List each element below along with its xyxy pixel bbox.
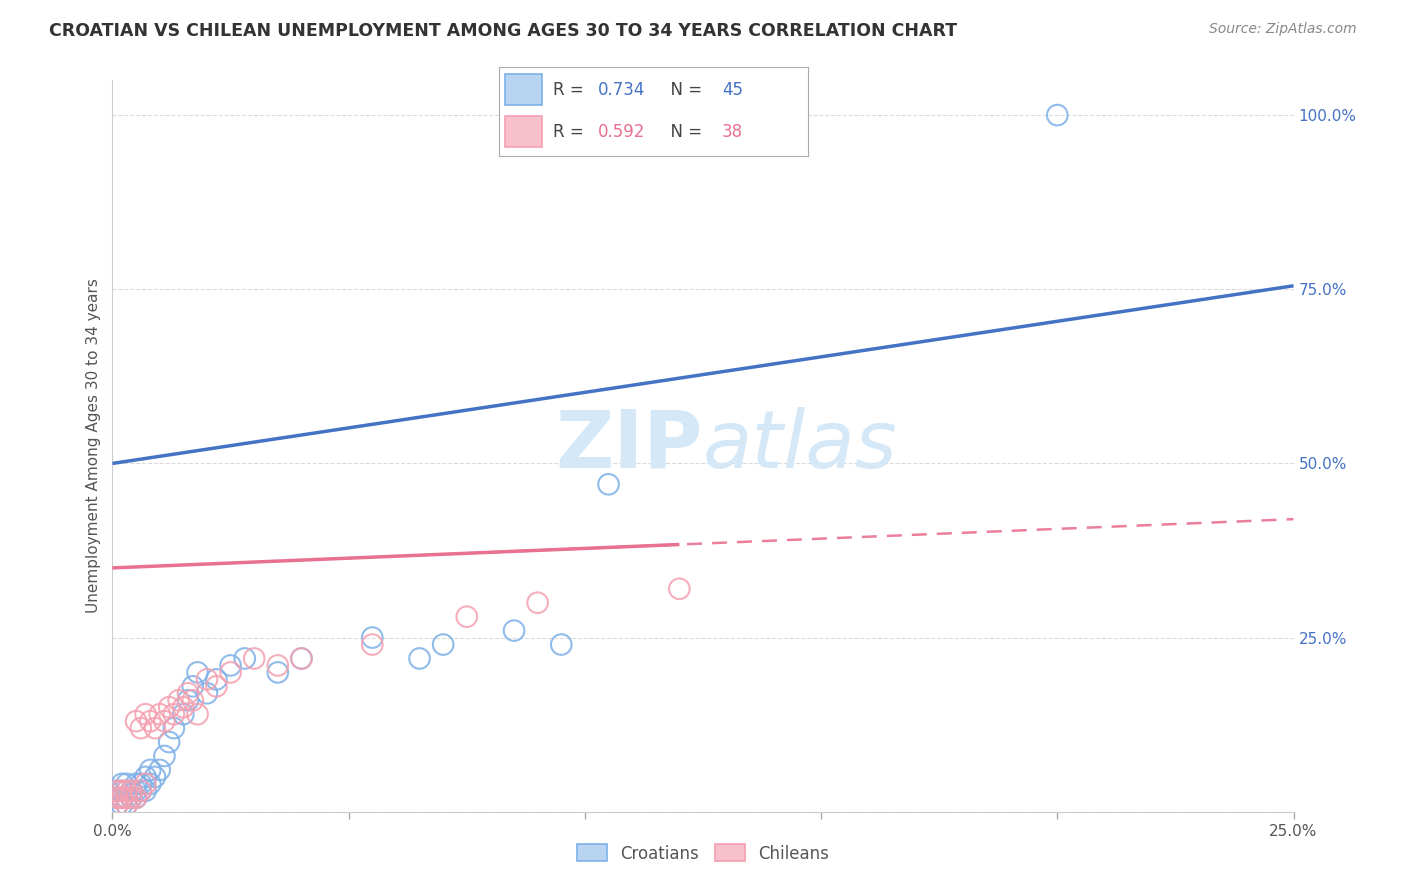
Point [111, 790, 134, 805]
Point [290, 651, 312, 665]
Point [163, 721, 186, 735]
Point [105, 790, 128, 805]
Text: N =: N = [659, 122, 707, 141]
Point [105, 790, 128, 805]
Point [105, 797, 128, 812]
Point [526, 596, 548, 610]
Point [186, 665, 208, 680]
Point [139, 777, 162, 791]
Text: 0.592: 0.592 [598, 122, 645, 141]
Legend: Croatians, Chileans: Croatians, Chileans [569, 838, 837, 869]
Point [111, 790, 134, 805]
FancyBboxPatch shape [505, 116, 543, 147]
Point [125, 790, 148, 805]
Point [120, 784, 142, 798]
Point [243, 651, 266, 665]
Text: Source: ZipAtlas.com: Source: ZipAtlas.com [1209, 22, 1357, 37]
Point [550, 638, 572, 652]
Point [125, 777, 148, 791]
Point [267, 665, 290, 680]
Point [129, 784, 152, 798]
Point [139, 714, 162, 728]
Point [135, 770, 157, 784]
Point [167, 693, 190, 707]
Point [120, 790, 142, 805]
Point [115, 790, 138, 805]
Point [105, 784, 128, 798]
Point [120, 790, 142, 805]
Point [129, 721, 152, 735]
Point [195, 673, 218, 687]
Point [135, 784, 157, 798]
Point [163, 707, 186, 722]
Point [115, 777, 138, 791]
Point [177, 693, 200, 707]
Point [181, 679, 204, 693]
Text: N =: N = [659, 80, 707, 99]
Point [120, 790, 142, 805]
Point [432, 638, 454, 652]
Point [598, 477, 620, 491]
Point [456, 609, 478, 624]
Point [115, 797, 138, 812]
Y-axis label: Unemployment Among Ages 30 to 34 years: Unemployment Among Ages 30 to 34 years [86, 278, 101, 614]
Point [186, 707, 208, 722]
Point [1046, 108, 1069, 122]
Point [125, 714, 148, 728]
Point [111, 784, 134, 798]
Text: 38: 38 [721, 122, 742, 141]
Point [233, 651, 256, 665]
Text: 45: 45 [721, 80, 742, 99]
Point [129, 777, 152, 791]
Text: R =: R = [554, 80, 589, 99]
Text: CROATIAN VS CHILEAN UNEMPLOYMENT AMONG AGES 30 TO 34 YEARS CORRELATION CHART: CROATIAN VS CHILEAN UNEMPLOYMENT AMONG A… [49, 22, 957, 40]
Point [219, 665, 242, 680]
Text: 0.734: 0.734 [598, 80, 645, 99]
Point [361, 631, 384, 645]
Point [668, 582, 690, 596]
Point [408, 651, 430, 665]
Point [149, 763, 172, 777]
Point [195, 686, 218, 700]
Point [172, 707, 194, 722]
Point [129, 784, 152, 798]
Point [115, 784, 138, 798]
Point [111, 777, 134, 791]
Point [111, 784, 134, 798]
Point [139, 763, 162, 777]
Text: atlas: atlas [703, 407, 898, 485]
Text: ZIP: ZIP [555, 407, 703, 485]
Point [111, 790, 134, 805]
Point [205, 673, 228, 687]
Point [143, 770, 166, 784]
Point [143, 721, 166, 735]
Text: R =: R = [554, 122, 589, 141]
Point [111, 797, 134, 812]
FancyBboxPatch shape [505, 74, 543, 105]
Point [115, 797, 138, 812]
Point [172, 700, 194, 714]
Point [177, 686, 200, 700]
Point [290, 651, 312, 665]
Point [135, 777, 157, 791]
Point [361, 638, 384, 652]
Point [115, 790, 138, 805]
Point [105, 797, 128, 812]
Point [115, 784, 138, 798]
Point [157, 735, 180, 749]
Point [181, 693, 204, 707]
Point [125, 784, 148, 798]
Point [157, 700, 180, 714]
Point [153, 714, 176, 728]
Point [219, 658, 242, 673]
Point [503, 624, 526, 638]
Point [120, 784, 142, 798]
Point [205, 679, 228, 693]
Point [105, 784, 128, 798]
Point [135, 707, 157, 722]
Point [153, 749, 176, 764]
Point [125, 790, 148, 805]
Point [267, 658, 290, 673]
Point [149, 707, 172, 722]
